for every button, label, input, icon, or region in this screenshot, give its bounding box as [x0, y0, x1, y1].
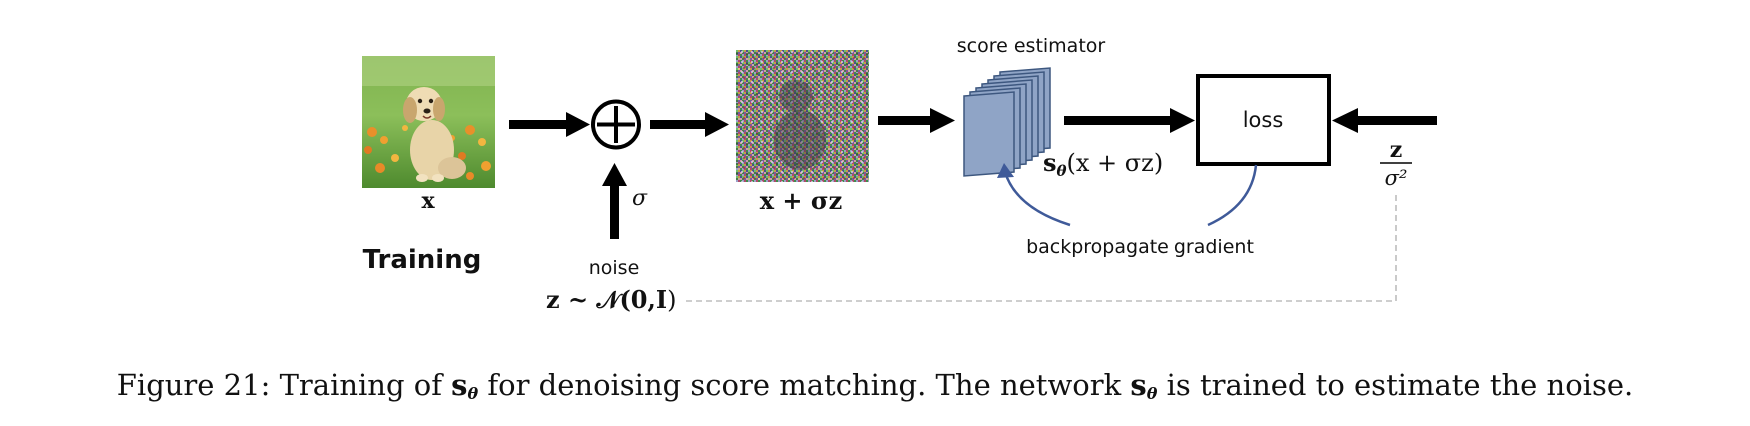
score-matching-diagram: x Training σ noise z ~ 𝒩(0,I) x + σz	[362, 35, 1437, 314]
caption-theta-2: θ	[1146, 384, 1158, 403]
noise-dist-close: )	[667, 286, 676, 314]
arrow-plus-to-noisy	[650, 112, 729, 137]
noise-distribution: z ~ 𝒩(0,I)	[546, 285, 676, 314]
flower-field	[364, 125, 491, 180]
adder-plus-icon	[591, 99, 641, 150]
caption-theta-1: θ	[467, 384, 479, 403]
score-estimator-network	[963, 67, 1051, 177]
noise-label: noise	[589, 257, 640, 279]
estimator-output-arg: (x + σz)	[1067, 149, 1164, 177]
noise-dist-lhs: z ~ 𝒩(0,	[546, 285, 656, 314]
caption-prefix: Figure 21: Training of	[116, 368, 452, 402]
input-x-label: x	[421, 188, 435, 214]
noisy-lhs: x + σ	[760, 186, 829, 215]
estimator-output-label: sθ(x + σz)	[1043, 148, 1163, 180]
noisy-input-label: x + σz	[760, 186, 842, 215]
score-estimator-label: score estimator	[957, 35, 1106, 57]
input-image	[362, 56, 495, 188]
estimator-output-theta: θ	[1057, 162, 1067, 180]
caption-s-theta-1: s	[451, 368, 468, 402]
target-denominator: σ²	[1385, 166, 1408, 190]
arrow-noisy-to-estimator	[878, 108, 955, 133]
estimator-output-s: s	[1043, 148, 1057, 177]
target-fraction: z σ²	[1380, 137, 1412, 190]
caption-s-theta-2: s	[1130, 368, 1147, 402]
sigma-label: σ	[632, 186, 648, 211]
puppy	[403, 87, 466, 182]
noisy-z: z	[829, 186, 843, 215]
arrow-estimator-to-loss	[1064, 108, 1195, 133]
backprop-word-2: gradient	[1174, 236, 1254, 258]
loss-label: loss	[1243, 108, 1284, 132]
noisy-image	[736, 50, 869, 182]
caption-middle: for denoising score matching. The networ…	[478, 368, 1131, 402]
noise-to-target-dashed-line	[686, 193, 1397, 302]
arrow-image-to-plus	[509, 112, 590, 137]
backprop-label: backpropagate gradient	[1026, 236, 1254, 258]
training-heading: Training	[363, 245, 482, 275]
noise-dist-identity: I	[656, 285, 667, 314]
figure-caption: Figure 21: Training of sθ for denoising …	[0, 368, 1750, 403]
caption-suffix: is trained to estimate the noise.	[1157, 368, 1634, 402]
arrow-noise-to-plus	[602, 163, 627, 239]
backprop-word-1: backpropagate	[1026, 236, 1169, 258]
target-numerator: z	[1390, 137, 1403, 163]
arrow-target-to-loss	[1332, 108, 1437, 133]
backprop-curves	[997, 163, 1258, 227]
loss-box	[1196, 74, 1331, 166]
